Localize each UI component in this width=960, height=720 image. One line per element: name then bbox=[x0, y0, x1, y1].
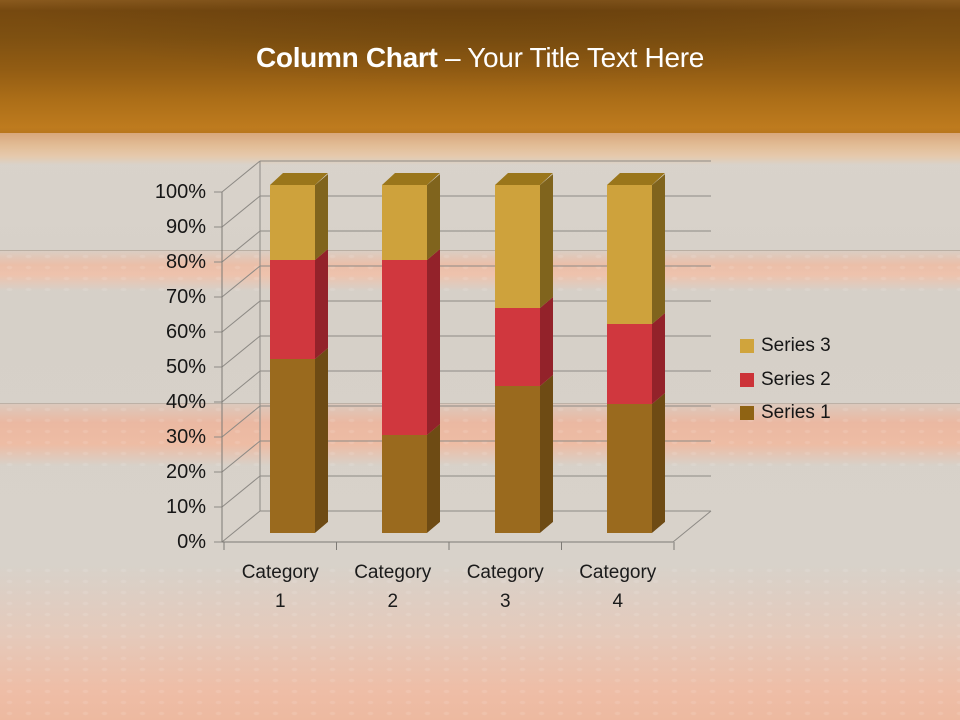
bar-segment-side-category-1-series-2 bbox=[314, 248, 328, 359]
bar-segment-side-category-2-series-3 bbox=[427, 174, 441, 260]
bar-segment-side-category-3-series-3 bbox=[539, 174, 553, 308]
bar-segment-front-category-4-series-3 bbox=[607, 185, 653, 325]
bar-category-1 bbox=[269, 185, 315, 533]
bar-segment-front-category-2-series-2 bbox=[382, 259, 428, 435]
legend-swatch-series-1 bbox=[740, 406, 754, 420]
bar-segment-front-category-1-series-1 bbox=[269, 359, 315, 533]
slide-title-regular: – Your Title Text Here bbox=[444, 42, 705, 73]
bar-category-4 bbox=[607, 185, 653, 533]
bar-segment-side-category-1-series-3 bbox=[314, 174, 328, 260]
bar-segment-side-category-3-series-1 bbox=[539, 374, 553, 533]
bar-side-face-category-1 bbox=[314, 174, 328, 533]
bar-segment-side-category-1-series-1 bbox=[314, 348, 328, 533]
slide-title-bold: Column Chart bbox=[255, 42, 438, 73]
x-axis-category-label: Category 3 bbox=[466, 562, 544, 612]
bar-segment-front-category-4-series-1 bbox=[607, 404, 653, 533]
slide-title: Column Chart – Your Title Text Here bbox=[0, 42, 960, 74]
legend-item-series-3: Series 3 bbox=[740, 336, 831, 356]
y-axis-tick-label: 10% bbox=[165, 496, 206, 518]
bar-side-face-category-2 bbox=[427, 174, 441, 533]
y-axis-tick-label: 0% bbox=[177, 531, 206, 553]
bar-segment-side-category-3-series-2 bbox=[539, 296, 553, 386]
bar-segment-side-category-4-series-1 bbox=[652, 393, 666, 533]
bar-segment-front-category-4-series-2 bbox=[607, 324, 653, 405]
bar-side-face-category-4 bbox=[652, 174, 666, 533]
bar-segment-side-category-4-series-3 bbox=[652, 174, 666, 325]
bar-segment-front-category-3-series-2 bbox=[494, 307, 540, 386]
bar-segment-side-category-4-series-2 bbox=[652, 313, 666, 405]
legend-swatch-series-2 bbox=[740, 372, 754, 387]
y-axis-tick-label: 100% bbox=[154, 181, 206, 203]
legend-swatch-series-3 bbox=[740, 339, 754, 353]
title-banner bbox=[0, 0, 960, 133]
bar-segment-side-category-2-series-1 bbox=[427, 423, 441, 533]
y-axis-tick-label: 20% bbox=[165, 461, 206, 483]
y-axis-tick-label: 50% bbox=[165, 356, 206, 378]
x-axis-category-label: Category 1 bbox=[241, 562, 319, 612]
bar-side-face-category-3 bbox=[539, 174, 553, 533]
y-axis-tick-label: 60% bbox=[165, 321, 206, 343]
legend-label: Series 2 bbox=[761, 368, 831, 390]
legend-item-series-2: Series 2 bbox=[740, 368, 831, 390]
y-axis-tick-label: 70% bbox=[165, 286, 206, 308]
bar-category-3 bbox=[494, 185, 540, 533]
y-axis-tick-label: 80% bbox=[165, 251, 206, 273]
y-axis-tick-label: 40% bbox=[165, 391, 206, 413]
bar-segment-front-category-2-series-1 bbox=[382, 434, 428, 533]
y-axis-tick-label: 90% bbox=[165, 216, 206, 238]
bar-segment-front-category-2-series-3 bbox=[382, 185, 428, 260]
bar-segment-front-category-1-series-3 bbox=[269, 185, 315, 260]
bar-segment-front-category-3-series-1 bbox=[494, 385, 540, 533]
y-axis-tick-label: 30% bbox=[165, 426, 206, 448]
bar-segment-side-category-2-series-2 bbox=[427, 248, 441, 435]
bar-segment-front-category-3-series-3 bbox=[494, 185, 540, 308]
bar-segment-front-category-1-series-2 bbox=[269, 259, 315, 359]
x-axis-category-label: Category 2 bbox=[354, 562, 432, 612]
bar-category-2 bbox=[382, 185, 428, 533]
legend-label: Series 3 bbox=[761, 335, 831, 356]
x-axis-category-label: Category 4 bbox=[579, 562, 657, 612]
legend-item-series-1: Series 1 bbox=[740, 403, 831, 423]
legend-label: Series 1 bbox=[761, 402, 831, 423]
